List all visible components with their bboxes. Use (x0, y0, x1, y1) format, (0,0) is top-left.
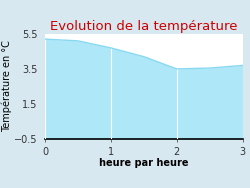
Y-axis label: Température en °C: Température en °C (2, 41, 12, 132)
X-axis label: heure par heure: heure par heure (99, 158, 188, 168)
Title: Evolution de la température: Evolution de la température (50, 20, 238, 33)
